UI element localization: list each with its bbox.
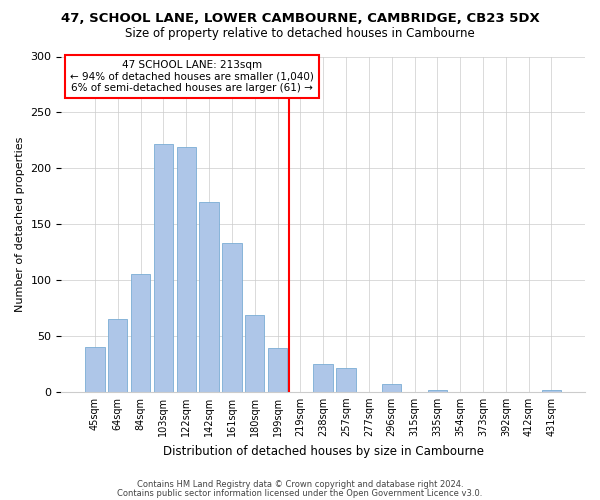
Bar (222, 243, 242, 392)
Bar (313, 364, 333, 392)
Bar (268, 348, 287, 392)
Text: 47 SCHOOL LANE: 213sqm
← 94% of detached houses are smaller (1,040)
6% of semi-d: 47 SCHOOL LANE: 213sqm ← 94% of detached… (70, 60, 314, 93)
Bar (176, 147, 196, 392)
Bar (245, 314, 265, 392)
Text: 47, SCHOOL LANE, LOWER CAMBOURNE, CAMBRIDGE, CB23 5DX: 47, SCHOOL LANE, LOWER CAMBOURNE, CAMBRI… (61, 12, 539, 26)
Y-axis label: Number of detached properties: Number of detached properties (15, 136, 25, 312)
X-axis label: Distribution of detached houses by size in Cambourne: Distribution of detached houses by size … (163, 444, 484, 458)
Bar (131, 274, 150, 392)
Bar (199, 202, 219, 392)
Bar (154, 144, 173, 392)
Bar (85, 347, 104, 392)
Bar (428, 390, 447, 392)
Text: Size of property relative to detached houses in Cambourne: Size of property relative to detached ho… (125, 28, 475, 40)
Bar (337, 368, 356, 392)
Bar (108, 319, 127, 392)
Bar (542, 390, 561, 392)
Text: Contains HM Land Registry data © Crown copyright and database right 2024.: Contains HM Land Registry data © Crown c… (137, 480, 463, 489)
Bar (382, 384, 401, 392)
Text: Contains public sector information licensed under the Open Government Licence v3: Contains public sector information licen… (118, 489, 482, 498)
